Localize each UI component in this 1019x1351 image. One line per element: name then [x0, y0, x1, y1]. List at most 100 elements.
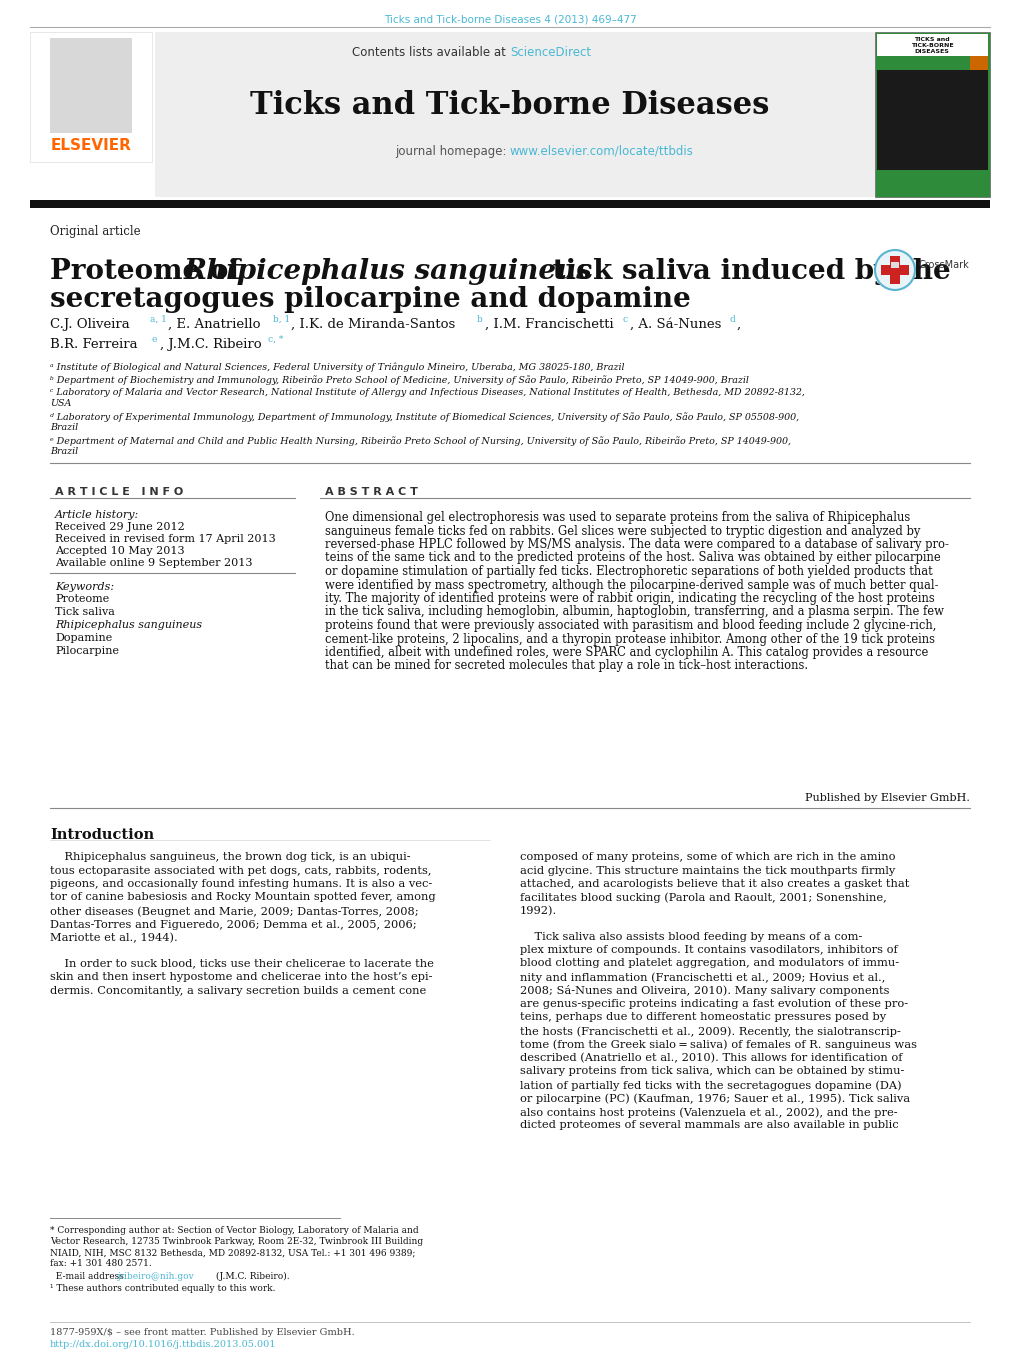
Text: tor of canine babesiosis and Rocky Mountain spotted fever, among: tor of canine babesiosis and Rocky Mount…	[50, 893, 435, 902]
Text: , A. Sá-Nunes: , A. Sá-Nunes	[630, 317, 720, 331]
Text: pigeons, and occasionally found infesting humans. It is also a vec-: pigeons, and occasionally found infestin…	[50, 880, 432, 889]
Text: plex mixture of compounds. It contains vasodilators, inhibitors of: plex mixture of compounds. It contains v…	[520, 944, 897, 955]
Text: Original article: Original article	[50, 226, 141, 238]
Text: Mariotte et al., 1944).: Mariotte et al., 1944).	[50, 934, 177, 943]
Text: DISEASES: DISEASES	[914, 49, 949, 54]
Text: jribeiro@nih.gov: jribeiro@nih.gov	[118, 1273, 195, 1281]
Text: proteins found that were previously associated with parasitism and blood feeding: proteins found that were previously asso…	[325, 619, 935, 632]
Text: ᶜ Laboratory of Malaria and Vector Research, National Institute of Allergy and I: ᶜ Laboratory of Malaria and Vector Resea…	[50, 388, 804, 397]
Bar	[891, 262, 898, 267]
Text: or pilocarpine (PC) (Kaufman, 1976; Sauer et al., 1995). Tick saliva: or pilocarpine (PC) (Kaufman, 1976; Saue…	[520, 1093, 909, 1104]
Text: Keywords:: Keywords:	[55, 582, 114, 592]
Text: Available online 9 September 2013: Available online 9 September 2013	[55, 558, 253, 567]
Text: TICKS and: TICKS and	[913, 36, 949, 42]
Text: ScienceDirect: ScienceDirect	[510, 46, 591, 59]
Text: Vector Research, 12735 Twinbrook Parkway, Room 2E-32, Twinbrook III Building: Vector Research, 12735 Twinbrook Parkway…	[50, 1238, 423, 1246]
Bar	[876, 34, 987, 55]
Text: Proteome: Proteome	[55, 594, 109, 604]
Bar	[50, 38, 131, 132]
Bar	[155, 32, 874, 197]
Text: Rhipicephalus sanguineus: Rhipicephalus sanguineus	[183, 258, 592, 285]
Text: tick saliva induced by the: tick saliva induced by the	[542, 258, 950, 285]
Text: also contains host proteins (Valenzuela et al., 2002), and the pre-: also contains host proteins (Valenzuela …	[520, 1106, 897, 1117]
Text: Dopamine: Dopamine	[55, 634, 112, 643]
Text: teins of the same tick and to the predicted proteins of the host. Saliva was obt: teins of the same tick and to the predic…	[325, 551, 940, 565]
Bar	[30, 32, 152, 162]
Text: dicted proteomes of several mammals are also available in public: dicted proteomes of several mammals are …	[520, 1120, 898, 1131]
Bar	[876, 55, 987, 186]
Text: Pilocarpine: Pilocarpine	[55, 646, 119, 657]
Text: or dopamine stimulation of partially fed ticks. Electrophoretic separations of b: or dopamine stimulation of partially fed…	[325, 565, 931, 578]
Text: that can be mined for secreted molecules that play a role in tick–host interacti: that can be mined for secreted molecules…	[325, 659, 807, 673]
Text: ᵉ Department of Maternal and Child and Public Health Nursing, Ribeirão Preto Sch: ᵉ Department of Maternal and Child and P…	[50, 436, 790, 446]
Text: e: e	[152, 335, 157, 345]
Text: reversed-phase HPLC followed by MS/MS analysis. The data were compared to a data: reversed-phase HPLC followed by MS/MS an…	[325, 538, 948, 551]
Text: * Corresponding author at: Section of Vector Biology, Laboratory of Malaria and: * Corresponding author at: Section of Ve…	[50, 1225, 418, 1235]
Text: 2008; Sá-Nunes and Oliveira, 2010). Many salivary components: 2008; Sá-Nunes and Oliveira, 2010). Many…	[520, 985, 889, 997]
Text: tous ectoparasite associated with pet dogs, cats, rabbits, rodents,: tous ectoparasite associated with pet do…	[50, 866, 431, 875]
Text: , J.M.C. Ribeiro: , J.M.C. Ribeiro	[160, 338, 261, 351]
Text: CrossMark: CrossMark	[918, 259, 969, 270]
Text: in the tick saliva, including hemoglobin, albumin, haptoglobin, transferring, an: in the tick saliva, including hemoglobin…	[325, 605, 943, 619]
Text: TICK-BORNE: TICK-BORNE	[910, 43, 953, 49]
Bar	[874, 32, 989, 197]
Text: acid glycine. This structure maintains the tick mouthparts firmly: acid glycine. This structure maintains t…	[520, 866, 895, 875]
Text: b, 1: b, 1	[273, 315, 290, 324]
Text: d: d	[730, 315, 735, 324]
Text: ELSEVIER: ELSEVIER	[51, 138, 131, 153]
Text: teins, perhaps due to different homeostatic pressures posed by: teins, perhaps due to different homeosta…	[520, 1012, 886, 1023]
Text: b: b	[477, 315, 482, 324]
Text: Rhipicephalus sanguineus: Rhipicephalus sanguineus	[55, 620, 202, 630]
Text: identified, albeit with undefined roles, were SPARC and cyclophilin A. This cata: identified, albeit with undefined roles,…	[325, 646, 927, 659]
Text: A B S T R A C T: A B S T R A C T	[325, 486, 418, 497]
Text: Article history:: Article history:	[55, 509, 140, 520]
Text: Contents lists available at: Contents lists available at	[352, 46, 510, 59]
Text: Published by Elsevier GmbH.: Published by Elsevier GmbH.	[804, 793, 969, 802]
Text: ¹ These authors contributed equally to this work.: ¹ These authors contributed equally to t…	[50, 1283, 275, 1293]
Bar	[30, 200, 989, 208]
Text: http://dx.doi.org/10.1016/j.ttbdis.2013.05.001: http://dx.doi.org/10.1016/j.ttbdis.2013.…	[50, 1340, 276, 1350]
Text: the hosts (Francischetti et al., 2009). Recently, the sialotranscrip-: the hosts (Francischetti et al., 2009). …	[520, 1025, 900, 1036]
Text: described (Anatriello et al., 2010). This allows for identification of: described (Anatriello et al., 2010). Thi…	[520, 1052, 902, 1063]
Text: One dimensional gel electrophoresis was used to separate proteins from the saliv: One dimensional gel electrophoresis was …	[325, 511, 909, 524]
Text: attached, and acarologists believe that it also creates a gasket that: attached, and acarologists believe that …	[520, 880, 909, 889]
Text: Rhipicephalus sanguineus, the brown dog tick, is an ubiqui-: Rhipicephalus sanguineus, the brown dog …	[50, 852, 411, 862]
Text: ᵇ Department of Biochemistry and Immunology, Ribeirão Preto School of Medicine, : ᵇ Department of Biochemistry and Immunol…	[50, 376, 748, 385]
Text: Tick saliva also assists blood feeding by means of a com-: Tick saliva also assists blood feeding b…	[520, 931, 861, 942]
Text: , I.M. Francischetti: , I.M. Francischetti	[484, 317, 613, 331]
Text: A R T I C L E   I N F O: A R T I C L E I N F O	[55, 486, 183, 497]
Text: skin and then insert hypostome and chelicerae into the host’s epi-: skin and then insert hypostome and cheli…	[50, 971, 432, 982]
Text: are genus-specific proteins indicating a fast evolution of these pro-: are genus-specific proteins indicating a…	[520, 998, 907, 1009]
Text: Introduction: Introduction	[50, 828, 154, 842]
Text: USA: USA	[50, 399, 71, 408]
Text: a, 1: a, 1	[150, 315, 167, 324]
Text: Received in revised form 17 April 2013: Received in revised form 17 April 2013	[55, 534, 275, 544]
Text: salivary proteins from tick saliva, which can be obtained by stimu-: salivary proteins from tick saliva, whic…	[520, 1066, 904, 1077]
Bar	[890, 255, 899, 284]
Text: dermis. Concomitantly, a salivary secretion builds a cement cone: dermis. Concomitantly, a salivary secret…	[50, 985, 426, 996]
Bar	[880, 265, 908, 276]
Text: journal homepage:: journal homepage:	[394, 145, 510, 158]
Text: Accepted 10 May 2013: Accepted 10 May 2013	[55, 546, 184, 557]
Text: Ticks and Tick-borne Diseases: Ticks and Tick-borne Diseases	[250, 91, 769, 122]
Text: Brazil: Brazil	[50, 423, 78, 432]
Text: Brazil: Brazil	[50, 447, 78, 457]
Text: cement-like proteins, 2 lipocalins, and a thyropin protease inhibitor. Among oth: cement-like proteins, 2 lipocalins, and …	[325, 632, 934, 646]
Text: 1: 1	[975, 59, 981, 69]
Text: fax: +1 301 480 2571.: fax: +1 301 480 2571.	[50, 1259, 152, 1269]
Text: c, *: c, *	[268, 335, 283, 345]
Text: In order to suck blood, ticks use their chelicerae to lacerate the: In order to suck blood, ticks use their …	[50, 958, 433, 969]
Text: secretagogues pilocarpine and dopamine: secretagogues pilocarpine and dopamine	[50, 286, 690, 313]
Bar	[969, 55, 987, 70]
Text: , E. Anatriello: , E. Anatriello	[168, 317, 260, 331]
Text: composed of many proteins, some of which are rich in the amino: composed of many proteins, some of which…	[520, 852, 895, 862]
Text: ᵃ Institute of Biological and Natural Sciences, Federal University of Triângulo : ᵃ Institute of Biological and Natural Sc…	[50, 362, 624, 372]
Text: ᵈ Laboratory of Experimental Immunology, Department of Immunology, Institute of : ᵈ Laboratory of Experimental Immunology,…	[50, 412, 798, 422]
Text: E-mail address:: E-mail address:	[50, 1273, 129, 1281]
Text: , I.K. de Miranda-Santos: , I.K. de Miranda-Santos	[290, 317, 454, 331]
Text: sanguineus female ticks fed on rabbits. Gel slices were subjected to tryptic dig: sanguineus female ticks fed on rabbits. …	[325, 524, 919, 538]
Text: lation of partially fed ticks with the secretagogues dopamine (DA): lation of partially fed ticks with the s…	[520, 1079, 901, 1090]
Text: Received 29 June 2012: Received 29 June 2012	[55, 521, 184, 532]
Text: blood clotting and platelet aggregation, and modulators of immu-: blood clotting and platelet aggregation,…	[520, 958, 898, 969]
Text: other diseases (Beugnet and Marie, 2009; Dantas-Torres, 2008;: other diseases (Beugnet and Marie, 2009;…	[50, 907, 418, 916]
